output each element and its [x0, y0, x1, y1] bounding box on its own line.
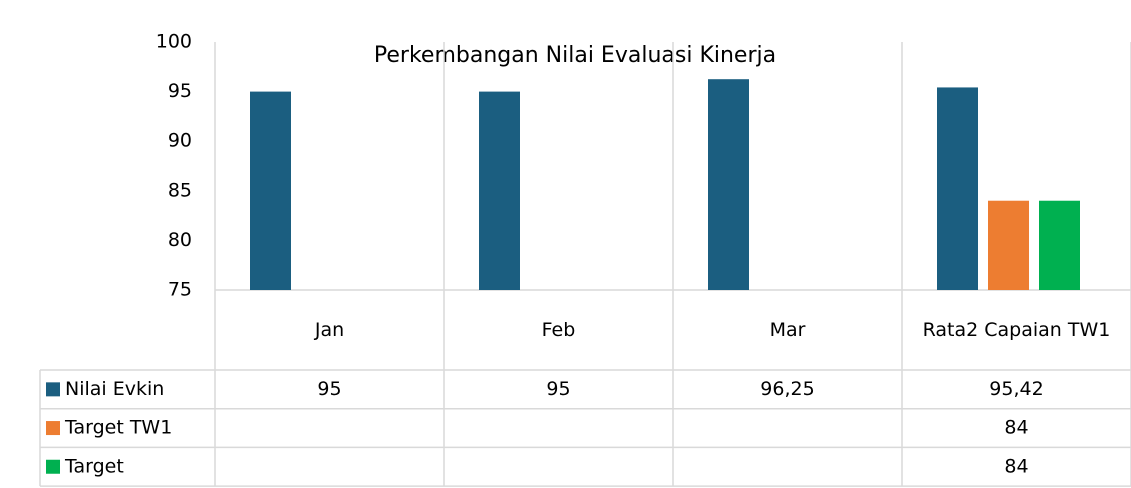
- x-tick-label-box: Jan: [314, 319, 345, 341]
- bar: [937, 87, 978, 291]
- x-tick-label: Jan: [314, 319, 345, 341]
- legend-swatch: [46, 459, 60, 474]
- y-tick-label: 80: [168, 229, 192, 251]
- x-tick-label: Rata2 Capaian TW1: [922, 319, 1111, 341]
- bar: [1039, 200, 1080, 290]
- data-label: 96,25: [760, 378, 814, 400]
- y-tick-label: 75: [168, 279, 192, 301]
- data-label: 84: [1004, 417, 1028, 439]
- legend-swatch: [46, 421, 60, 436]
- x-tick-label-box: Mar: [769, 319, 806, 341]
- bar: [250, 91, 291, 290]
- x-tick-label: Mar: [769, 319, 806, 341]
- bar: [708, 79, 749, 290]
- bar: [479, 91, 520, 290]
- y-tick-label: 95: [168, 80, 192, 102]
- legend-label: Target: [64, 455, 124, 477]
- bar: [988, 200, 1029, 290]
- y-tick-label: 85: [168, 179, 192, 201]
- x-tick-label-box: Feb: [541, 319, 576, 341]
- data-label: 95: [546, 378, 570, 400]
- legend-label: Nilai Evkin: [65, 378, 164, 400]
- data-label: 84: [1004, 455, 1028, 477]
- data-label: 95: [317, 378, 341, 400]
- chart-title: Perkembangan Nilai Evaluasi Kinerja: [374, 43, 776, 68]
- data-label: 95,42: [989, 378, 1043, 400]
- legend-label: Target TW1: [64, 417, 172, 439]
- y-tick-label: 100: [156, 31, 192, 53]
- x-tick-label: Feb: [541, 319, 576, 341]
- x-tick-label-box: Rata2 Capaian TW1: [922, 319, 1111, 341]
- legend-swatch: [46, 382, 60, 397]
- y-tick-label: 90: [168, 130, 192, 152]
